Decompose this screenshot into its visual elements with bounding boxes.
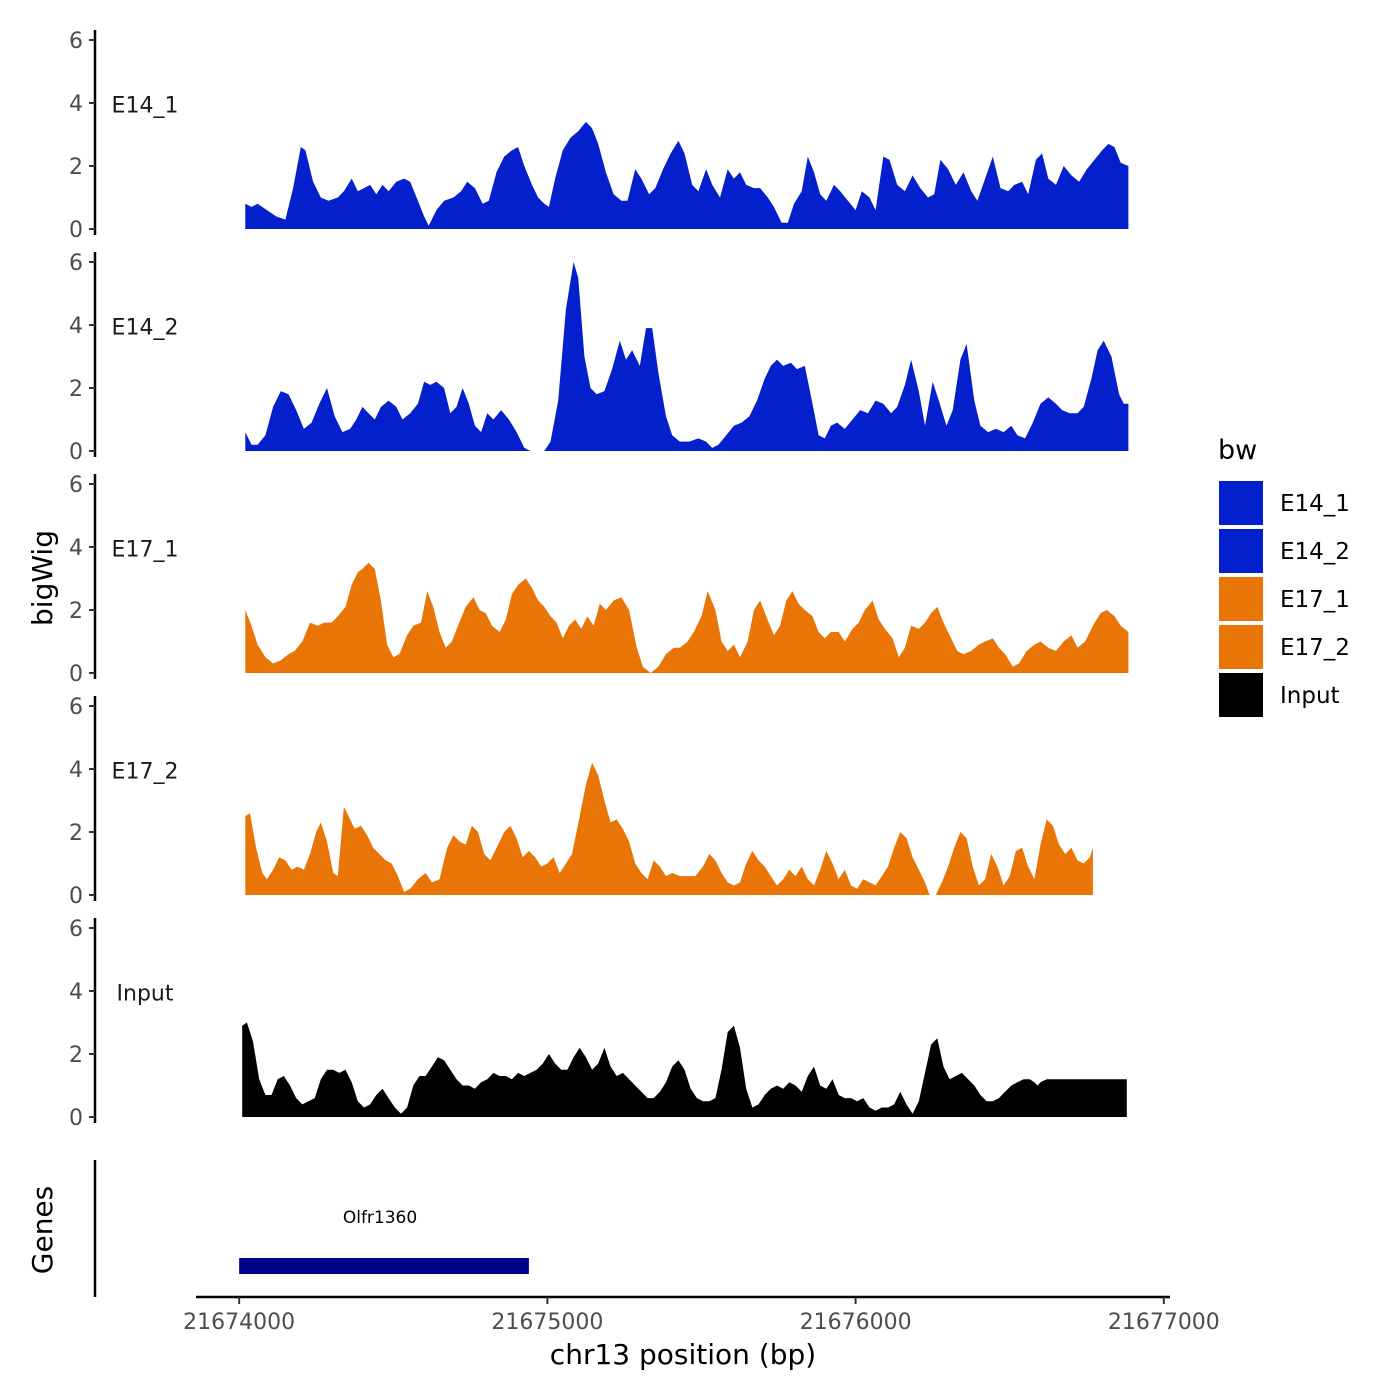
tracks-panel: 0 2 4 6 E14_1 0 2 4 6 E14_2 0 2 4 6 E17_1 0 2 4 6 E17_2 0 2 4 6… (69, 29, 1129, 1131)
legend-item: Input (1217, 671, 1340, 719)
y-tick-label: 0 (69, 440, 83, 465)
legend-swatch (1217, 575, 1265, 623)
signal-area (245, 562, 1129, 673)
legend-label: Input (1280, 683, 1340, 709)
facet-label: Input (117, 982, 174, 1007)
legend-swatch (1217, 623, 1265, 671)
facet-label: E17_2 (112, 760, 179, 785)
legend-item: E17_1 (1217, 575, 1350, 623)
y-tick-label: 4 (69, 92, 83, 117)
legend-title: bw (1218, 435, 1257, 466)
legend-item: E14_1 (1217, 479, 1350, 527)
x-tick-label: 21677000 (1108, 1310, 1220, 1335)
genes-axis-title: Genes (26, 1186, 59, 1274)
y-tick-label: 0 (69, 218, 83, 243)
x-axis: 21674000 21675000 21676000 21677000 (183, 1295, 1220, 1335)
y-tick-label: 2 (69, 1043, 83, 1068)
legend-label: E14_1 (1280, 491, 1350, 517)
gene-body (239, 1258, 529, 1274)
track-e14-2: 0 2 4 6 E14_2 (69, 251, 1129, 465)
x-tick-label: 21674000 (183, 1310, 295, 1335)
y-tick-label: 6 (69, 29, 83, 54)
signal-area (245, 262, 1129, 451)
y-tick-label: 2 (69, 377, 83, 402)
y-tick-label: 2 (69, 599, 83, 624)
legend: bw E14_1 E14_2 E17_1 E17_2 Input (1217, 435, 1350, 719)
y-tick-label: 6 (69, 473, 83, 498)
y-tick-label: 4 (69, 980, 83, 1005)
x-axis-title: chr13 position (bp) (550, 1338, 816, 1371)
legend-label: E17_2 (1280, 635, 1350, 661)
signal-area (242, 1022, 1127, 1117)
x-tick-label: 21676000 (800, 1310, 912, 1335)
y-axis-title: bigWig (26, 530, 59, 626)
signal-area (245, 121, 1129, 229)
facet-label: E17_1 (112, 538, 179, 563)
facet-label: E14_1 (112, 94, 179, 119)
y-tick-label: 6 (69, 251, 83, 276)
facet-label: E14_2 (112, 316, 179, 341)
y-tick-label: 2 (69, 155, 83, 180)
legend-swatch (1217, 479, 1265, 527)
legend-swatch (1217, 527, 1265, 575)
gene-label: Olfr1360 (343, 1208, 417, 1228)
track-input: 0 2 4 6 Input (69, 917, 1127, 1131)
legend-item: E17_2 (1217, 623, 1350, 671)
signal-area (245, 762, 1093, 895)
genes-panel: Olfr1360 (93, 1160, 529, 1297)
y-tick-label: 4 (69, 536, 83, 561)
legend-label: E14_2 (1280, 539, 1350, 565)
legend-label: E17_1 (1280, 587, 1350, 613)
legend-item: E14_2 (1217, 527, 1350, 575)
y-tick-label: 6 (69, 917, 83, 942)
x-tick-label: 21675000 (491, 1310, 603, 1335)
track-e17-2: 0 2 4 6 E17_2 (69, 695, 1093, 909)
track-e17-1: 0 2 4 6 E17_1 (69, 473, 1129, 687)
track-e14-1: 0 2 4 6 E14_1 (69, 29, 1129, 243)
y-tick-label: 4 (69, 314, 83, 339)
y-tick-label: 4 (69, 758, 83, 783)
y-tick-label: 0 (69, 884, 83, 909)
y-tick-label: 0 (69, 662, 83, 687)
y-tick-label: 6 (69, 695, 83, 720)
y-tick-label: 2 (69, 821, 83, 846)
legend-swatch (1217, 671, 1265, 719)
y-tick-label: 0 (69, 1106, 83, 1131)
